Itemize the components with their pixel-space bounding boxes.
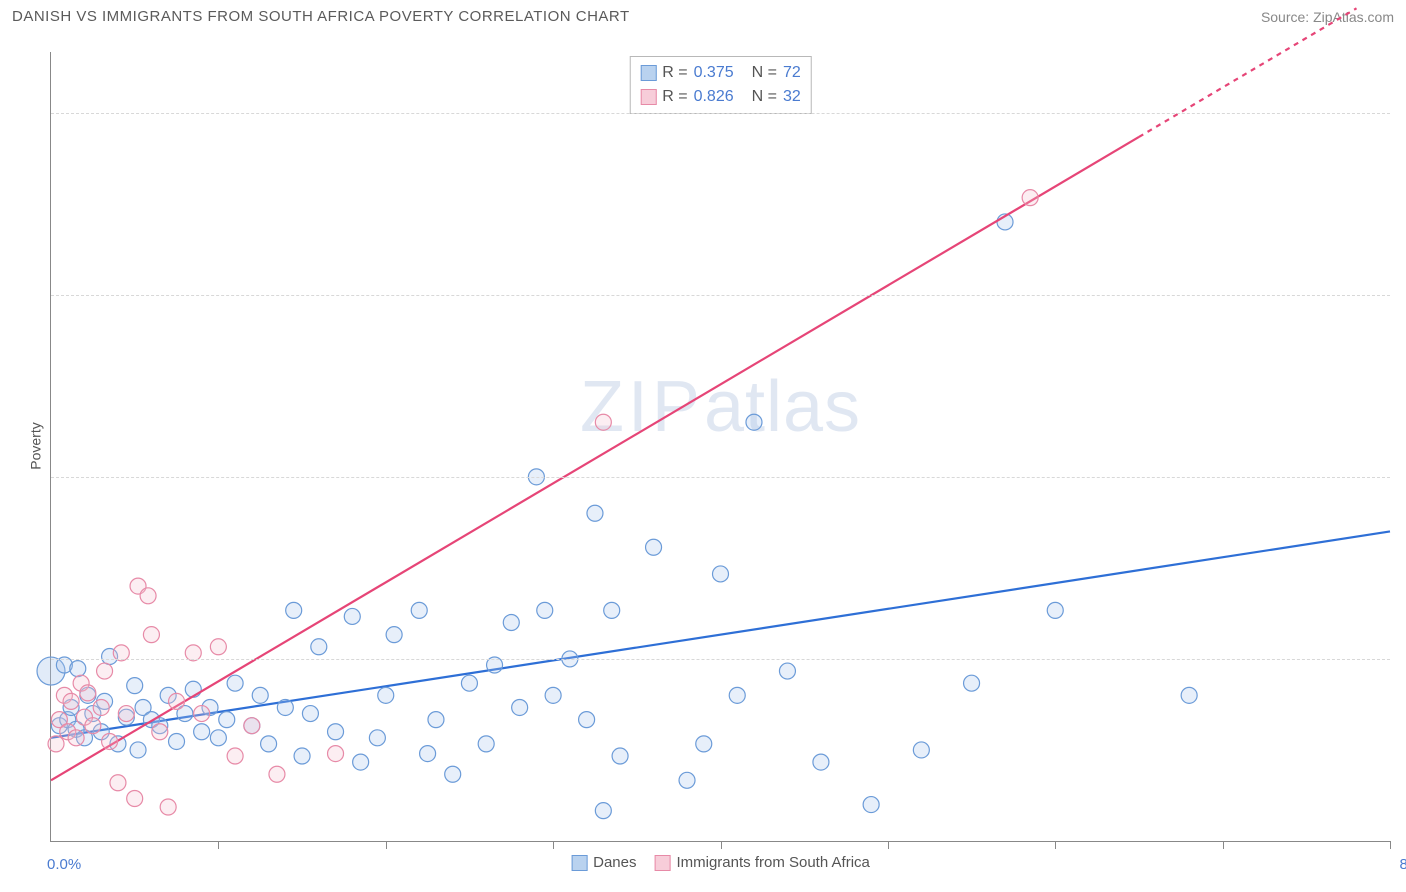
correlation-stat-box: R = 0.375 N = 72 R = 0.826 N = 32: [629, 56, 812, 114]
legend-label: Immigrants from South Africa: [676, 854, 869, 871]
series-legend: Danes Immigrants from South Africa: [571, 854, 870, 871]
legend-label: Danes: [593, 854, 636, 871]
x-tick: [1223, 841, 1224, 849]
x-tick: [1055, 841, 1056, 849]
legend-swatch: [640, 65, 656, 81]
x-max-label: 80.0%: [1399, 856, 1406, 873]
stat-n-value: 72: [783, 61, 801, 85]
stat-row: R = 0.826 N = 32: [640, 85, 801, 109]
stat-r-value: 0.375: [694, 61, 734, 85]
x-tick: [218, 841, 219, 849]
gridline-h: [51, 113, 1390, 114]
x-origin-label: 0.0%: [47, 856, 81, 873]
x-tick: [721, 841, 722, 849]
source-attribution: Source: ZipAtlas.com: [1261, 9, 1394, 25]
gridline-h: [51, 659, 1390, 660]
x-tick: [386, 841, 387, 849]
source-link[interactable]: ZipAtlas.com: [1313, 9, 1394, 25]
chart-header: DANISH VS IMMIGRANTS FROM SOUTH AFRICA P…: [0, 0, 1406, 29]
gridline-h: [51, 477, 1390, 478]
legend-item: Immigrants from South Africa: [654, 854, 869, 871]
legend-swatch: [571, 855, 587, 871]
stat-r-value: 0.826: [694, 85, 734, 109]
y-axis-label: Poverty: [28, 422, 44, 469]
stat-n-value: 32: [783, 85, 801, 109]
chart-title: DANISH VS IMMIGRANTS FROM SOUTH AFRICA P…: [12, 8, 630, 25]
stat-r-label: R =: [662, 61, 687, 85]
legend-item: Danes: [571, 854, 636, 871]
legend-swatch: [640, 89, 656, 105]
source-prefix: Source:: [1261, 9, 1313, 25]
stat-n-label: N =: [752, 85, 777, 109]
stat-row: R = 0.375 N = 72: [640, 61, 801, 85]
scatter-svg: [51, 52, 1390, 841]
chart-plot-area: ZIPatlas R = 0.375N = 72 R = 0.826N = 32…: [50, 52, 1390, 842]
gridline-h: [51, 295, 1390, 296]
x-tick: [888, 841, 889, 849]
stat-n-label: N =: [752, 61, 777, 85]
stat-r-label: R =: [662, 85, 687, 109]
legend-swatch: [654, 855, 670, 871]
x-tick: [1390, 841, 1391, 849]
x-tick: [553, 841, 554, 849]
